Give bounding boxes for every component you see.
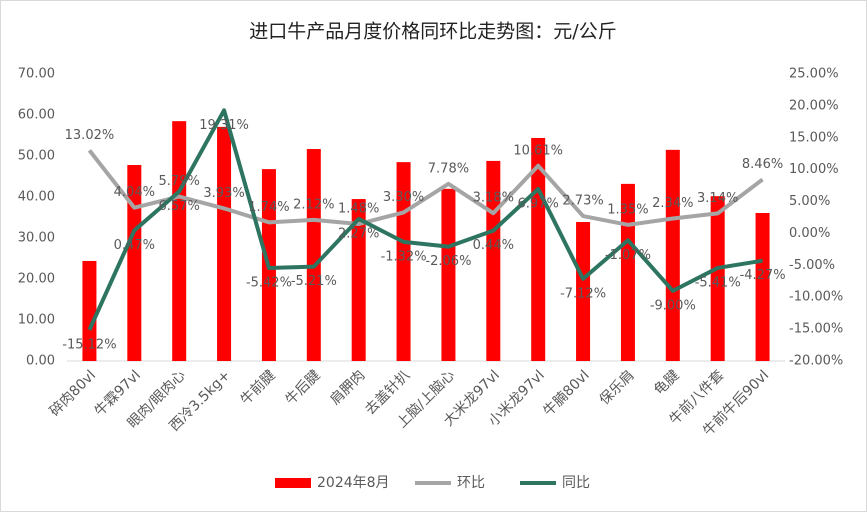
- bar: [576, 222, 591, 361]
- bar: [306, 149, 321, 361]
- legend-label: 2024年8月: [317, 475, 390, 491]
- y2-tick-label: -15.00%: [789, 322, 843, 337]
- data-label: 1.74%: [248, 200, 289, 215]
- y-tick-label: 70.00: [18, 67, 55, 82]
- data-label: -5.41%: [695, 275, 741, 290]
- data-label: -4.27%: [740, 268, 786, 283]
- bar: [127, 165, 142, 361]
- bar: [82, 260, 97, 361]
- data-label: 3.93%: [203, 186, 244, 201]
- data-label: 2.34%: [652, 196, 693, 211]
- data-label: 10.61%: [513, 143, 563, 158]
- data-label: -5.42%: [246, 276, 292, 291]
- y-tick-label: 20.00: [18, 272, 55, 287]
- legend-swatch: [275, 478, 311, 488]
- y2-tick-label: 20.00%: [789, 98, 839, 113]
- y2-tick-label: -5.00%: [789, 258, 835, 273]
- data-label: 0.44%: [473, 238, 514, 253]
- bar: [217, 126, 232, 361]
- data-label: 3.14%: [697, 191, 738, 206]
- data-label: 1.48%: [338, 202, 379, 217]
- bar: [665, 149, 680, 361]
- data-label: 5.79%: [159, 174, 200, 189]
- line: [87, 149, 764, 227]
- data-label: 19.31%: [199, 118, 249, 133]
- data-label: -15.12%: [62, 337, 116, 352]
- y2-tick-label: 15.00%: [789, 130, 839, 145]
- legend-label: 环比: [457, 475, 485, 491]
- y2-tick-label: -10.00%: [789, 290, 843, 305]
- y-tick-label: 10.00: [18, 313, 55, 328]
- line: [87, 108, 763, 331]
- bar: [441, 188, 456, 361]
- data-label: 2.12%: [293, 197, 334, 212]
- data-label: 6.97%: [518, 196, 559, 211]
- y2-tick-label: 5.00%: [789, 194, 830, 209]
- data-label: 2.73%: [562, 194, 603, 209]
- data-label: 4.04%: [114, 185, 155, 200]
- chart-title: 进口牛产品月度价格同环比走势图：元/公斤: [249, 21, 616, 43]
- y2-tick-label: -20.00%: [789, 354, 843, 369]
- data-label: 2.27%: [338, 226, 379, 241]
- y-tick-label: 30.00: [18, 231, 55, 246]
- bar: [351, 199, 366, 361]
- y-tick-label: 0.00: [26, 354, 55, 369]
- data-label: -7.12%: [560, 286, 606, 301]
- data-label: -5.21%: [291, 274, 337, 289]
- data-label: 13.02%: [65, 128, 115, 143]
- data-label: 3.18%: [473, 191, 514, 206]
- data-label: 8.46%: [742, 157, 783, 172]
- legend-label: 同比: [562, 475, 590, 491]
- data-label: 7.78%: [428, 161, 469, 176]
- data-label: -1.32%: [381, 249, 427, 264]
- bar: [620, 183, 635, 361]
- y2-tick-label: 10.00%: [789, 162, 839, 177]
- y-tick-label: 60.00: [18, 108, 55, 123]
- y2-tick-label: 0.00%: [789, 226, 830, 241]
- data-label: 1.35%: [607, 202, 648, 217]
- data-label: 0.47%: [114, 238, 155, 253]
- y-tick-label: 40.00: [18, 190, 55, 205]
- data-label: -2.06%: [425, 254, 471, 269]
- bar: [755, 212, 770, 361]
- data-label: 6.57%: [159, 199, 200, 214]
- y-tick-label: 50.00: [18, 149, 55, 164]
- bar: [710, 196, 725, 361]
- data-label: -9.00%: [650, 298, 696, 313]
- data-label: -1.07%: [605, 248, 651, 263]
- y2-tick-label: 25.00%: [789, 67, 839, 82]
- data-label: 3.30%: [383, 190, 424, 205]
- bar: [172, 121, 187, 362]
